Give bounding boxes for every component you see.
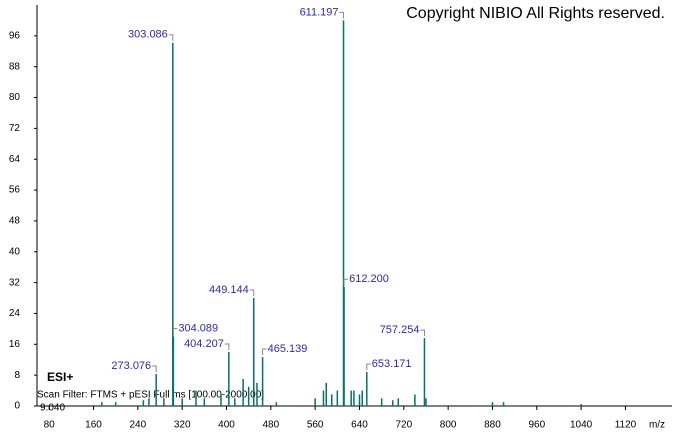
label-bracket: [366, 363, 371, 371]
label-bracket: [420, 329, 425, 337]
x-tick-label: 400: [218, 420, 235, 431]
y-tick-label: 8: [14, 370, 20, 381]
y-tick-label: 72: [9, 123, 21, 134]
x-tick-label: 1040: [570, 420, 593, 431]
peak-label: 303.086: [128, 29, 168, 41]
label-bracket: [343, 278, 349, 286]
y-tick-label: 80: [9, 92, 21, 103]
retention-time: 9.040: [40, 403, 65, 414]
x-tick-label: 160: [85, 420, 102, 431]
peak-label: 404.207: [184, 338, 224, 350]
y-tick-label: 64: [9, 154, 21, 165]
peak-label: 653.171: [372, 358, 412, 370]
y-tick-label: 48: [9, 216, 21, 227]
peak-label: 449.144: [209, 284, 249, 296]
y-tick-label: 32: [9, 277, 21, 288]
label-bracket: [224, 343, 230, 351]
peak-label: 465.139: [268, 343, 308, 355]
y-tick-label: 96: [9, 30, 21, 41]
label-bracket: [168, 34, 174, 41]
peak-label: 304.089: [178, 323, 218, 335]
y-tick-label: 24: [9, 308, 21, 319]
y-tick-label: 16: [9, 339, 21, 350]
peak-label: 273.076: [111, 360, 151, 372]
label-bracket: [339, 11, 345, 19]
peak-label: 611.197: [300, 6, 339, 18]
label-bracket: [152, 365, 157, 372]
scan-filter: Scan Filter: FTMS + pESI Full ms [100.00…: [37, 390, 264, 401]
ionization-label: ESI+: [47, 370, 73, 384]
x-tick-label: 880: [484, 420, 501, 431]
x-tick-label: 560: [307, 420, 324, 431]
label-bracket: [262, 348, 267, 356]
x-tick-label: 480: [262, 420, 279, 431]
x-tick-label: 640: [351, 420, 368, 431]
label-bracket: [249, 289, 255, 297]
x-tick-label: 960: [528, 420, 545, 431]
y-tick-label: 88: [9, 61, 21, 72]
y-tick-label: 56: [9, 185, 21, 196]
peak-label: 757.254: [380, 324, 420, 336]
x-tick-label: 720: [395, 420, 412, 431]
y-tick-label: 40: [9, 246, 21, 257]
x-tick-label: 320: [174, 420, 191, 431]
peak-label: 612.200: [349, 273, 389, 285]
x-tick-label: 1120: [615, 420, 637, 431]
x-tick-label: 80: [44, 420, 56, 431]
y-tick-label: 0: [14, 401, 20, 412]
x-axis-label: m/z: [649, 420, 665, 431]
x-tick-label: 800: [440, 420, 457, 431]
label-bracket: [172, 328, 178, 335]
chart-title: Copyright NIBIO All Rights reserved.: [406, 5, 665, 22]
x-tick-label: 240: [130, 420, 147, 431]
